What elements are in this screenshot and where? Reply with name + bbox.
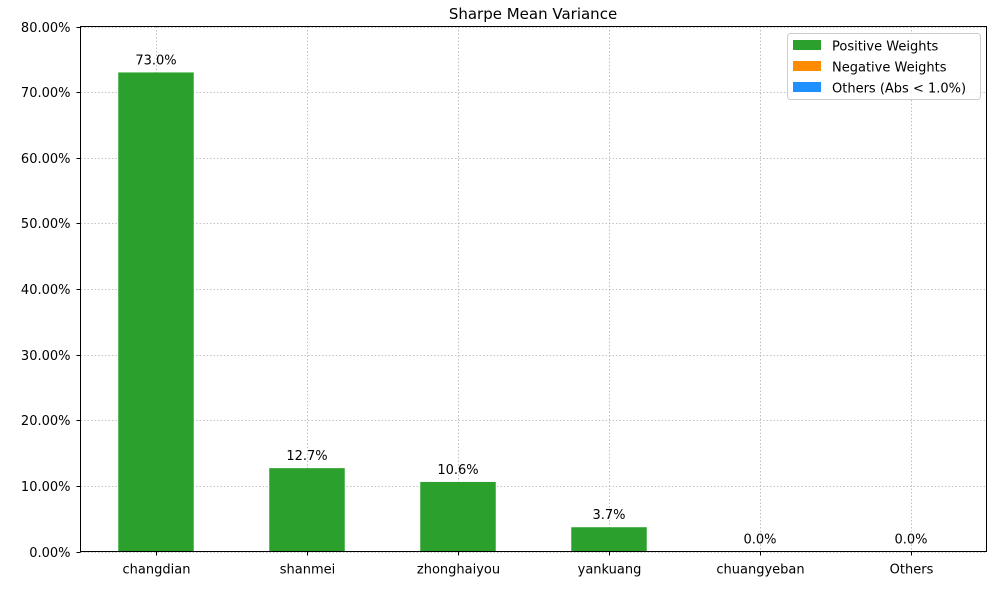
legend-label: Negative Weights xyxy=(832,61,947,76)
x-tick-label: zhonghaiyou xyxy=(417,563,500,578)
data-label: 73.0% xyxy=(135,53,176,68)
legend-label: Others (Abs < 1.0%) xyxy=(832,82,966,97)
data-labels: 73.0% 12.7% 10.6% 3.7% 0.0% 0.0% xyxy=(135,53,927,547)
chart-title: Sharpe Mean Variance xyxy=(449,5,617,23)
y-tick-label: 80.00% xyxy=(21,21,71,36)
data-label: 3.7% xyxy=(592,508,625,523)
bar xyxy=(571,527,647,552)
data-label: 12.7% xyxy=(286,449,327,464)
plot-frame xyxy=(80,26,987,552)
grid xyxy=(80,26,987,553)
legend-label: Positive Weights xyxy=(832,40,939,55)
y-tick-label: 60.00% xyxy=(21,152,71,167)
data-label: 0.0% xyxy=(894,533,927,548)
x-axis: changdian shanmei zhonghaiyou yankuang chuan… xyxy=(123,551,934,578)
y-tick-label: 20.00% xyxy=(21,414,71,429)
y-tick-label: 70.00% xyxy=(21,86,71,101)
y-tick-label: 30.00% xyxy=(21,349,71,364)
y-tick-label: 40.00% xyxy=(21,283,71,298)
bar xyxy=(420,481,496,552)
y-tick-label: 50.00% xyxy=(21,217,71,232)
x-tick-label: shanmei xyxy=(280,563,336,578)
bars xyxy=(118,72,647,552)
legend-swatch xyxy=(793,61,821,71)
legend-swatch xyxy=(793,40,821,50)
x-tick-label: changdian xyxy=(123,563,191,578)
x-tick-label: Others xyxy=(890,563,934,578)
x-tick-label: chuangyeban xyxy=(716,563,804,578)
y-tick-label: 10.00% xyxy=(21,480,71,495)
legend-box xyxy=(787,33,981,100)
data-label: 10.6% xyxy=(437,463,478,478)
legend-swatch xyxy=(793,82,821,92)
data-label: 0.0% xyxy=(743,533,776,548)
bar xyxy=(118,72,194,552)
y-tick-label: 0.00% xyxy=(29,546,70,561)
y-axis: 0.00% 10.00% 20.00% 30.00% 40.00% 50.00% 60.00… xyxy=(21,21,81,561)
bar xyxy=(269,468,345,552)
legend: Positive Weights Negative Weights Others (… xyxy=(787,33,981,100)
x-tick-label: yankuang xyxy=(578,563,642,578)
